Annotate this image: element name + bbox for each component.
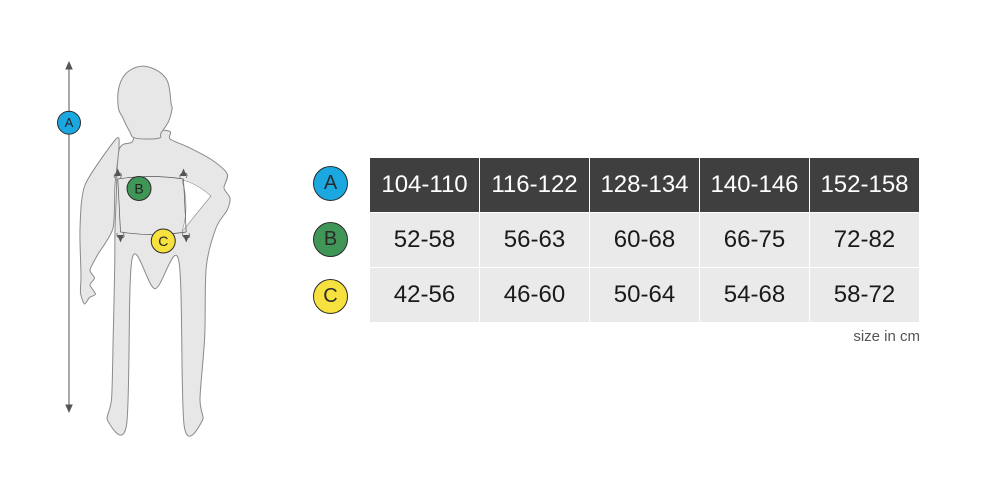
svg-text:B: B — [134, 181, 143, 197]
svg-text:A: A — [65, 115, 74, 130]
svg-text:C: C — [158, 233, 168, 249]
